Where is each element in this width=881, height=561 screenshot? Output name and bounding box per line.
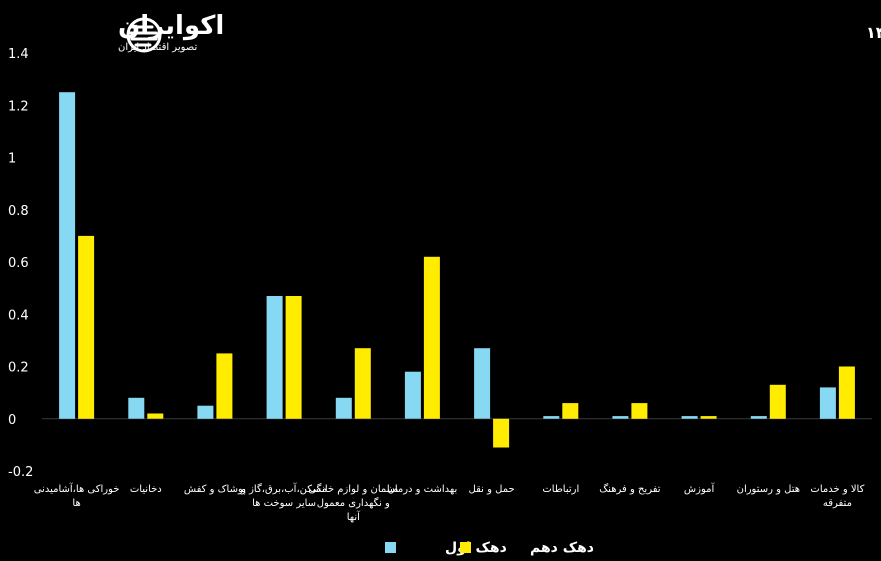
y-tick-label: 0 [8, 413, 16, 428]
bar-marks [59, 92, 855, 448]
y-tick-label: 1.4 [8, 47, 29, 62]
x-category-label: پوشاک و کفش [184, 484, 246, 495]
y-axis-ticks: 1.4 1.2 1 0.8 0.6 0.4 0.2 0 -0.2 [8, 47, 33, 480]
x-category-label: ارتباطات [542, 484, 579, 495]
brand-tagline: تصویر اقتصاد ایران [118, 42, 197, 53]
x-category-label: هتل و رستوران [737, 484, 800, 495]
bar-series-1-cat-9 [612, 416, 629, 419]
bar-series-2-cat-9 [631, 403, 648, 419]
legend-label-series-1: دهک اول [445, 540, 507, 556]
bar-series-2-cat-8 [562, 403, 579, 419]
y-tick-label: 0.8 [8, 204, 29, 219]
x-category-label: آموزش [684, 482, 716, 495]
x-category-label: کالا و خدمات متفرقه [810, 484, 864, 509]
x-category-label: حمل و نقل [469, 484, 515, 495]
bar-series-1-cat-1 [59, 92, 76, 419]
y-tick-label: 1.2 [8, 99, 29, 114]
chart-title: مقایسه سهم گروه های مختلف کالایی در افزا… [866, 23, 881, 42]
x-category-label: مسکن،آب،برق،گاز و سایر سوخت ها [240, 482, 327, 509]
bar-series-1-cat-5 [335, 397, 352, 419]
bar-series-1-cat-2 [128, 397, 145, 419]
bar-series-1-cat-11 [750, 416, 767, 419]
x-category-label: مبلمان و لوازم خانگی و نگهداری معمول آنها [308, 483, 398, 523]
bar-series-1-cat-7 [474, 348, 491, 419]
bar-series-1-cat-12 [819, 387, 836, 419]
y-tick-label: 0.6 [8, 256, 29, 271]
legend-swatch-series-2 [460, 542, 471, 553]
bar-series-1-cat-10 [681, 416, 698, 419]
brand-swirl-icon [126, 17, 162, 53]
bar-series-2-cat-6 [423, 256, 440, 419]
bar-series-2-cat-5 [354, 348, 371, 419]
x-category-label: خوراکی ها،آشامیدنی ها [34, 482, 120, 509]
legend-swatch-series-1 [385, 542, 396, 553]
bar-series-2-cat-2 [147, 413, 164, 419]
bar-series-2-cat-3 [216, 353, 233, 419]
bar-series-2-cat-10 [700, 416, 717, 419]
y-tick-label: 0.2 [8, 361, 29, 376]
category-labels: خوراکی ها،آشامیدنی ها دخانیات پوشاک و کفشمس… [34, 482, 865, 523]
x-category-label: دخانیات [130, 484, 162, 495]
brand-name: اکوایران [118, 11, 224, 41]
bar-series-2-cat-11 [769, 384, 786, 419]
brand-logo: اکوایران تصویر اقتصاد ایران [118, 11, 224, 53]
legend: دهک اول دهک دهم [385, 540, 594, 556]
bar-series-1-cat-4 [266, 296, 283, 419]
y-tick-label: -0.2 [8, 465, 33, 480]
bar-series-1-cat-6 [404, 371, 421, 419]
x-category-label: تفریح و فرهنگ [599, 483, 661, 495]
bar-series-2-cat-12 [838, 366, 855, 419]
x-category-label: بهداشت و درمان [387, 484, 457, 495]
bar-series-2-cat-1 [78, 235, 95, 419]
y-tick-label: 0.4 [8, 308, 29, 323]
bar-series-2-cat-4 [285, 296, 302, 419]
legend-label-series-2: دهک دهم [530, 540, 594, 556]
bar-series-2-cat-7 [493, 418, 510, 448]
bar-series-1-cat-8 [543, 416, 560, 419]
bar-series-1-cat-3 [197, 405, 214, 419]
y-tick-label: 1 [8, 152, 16, 167]
